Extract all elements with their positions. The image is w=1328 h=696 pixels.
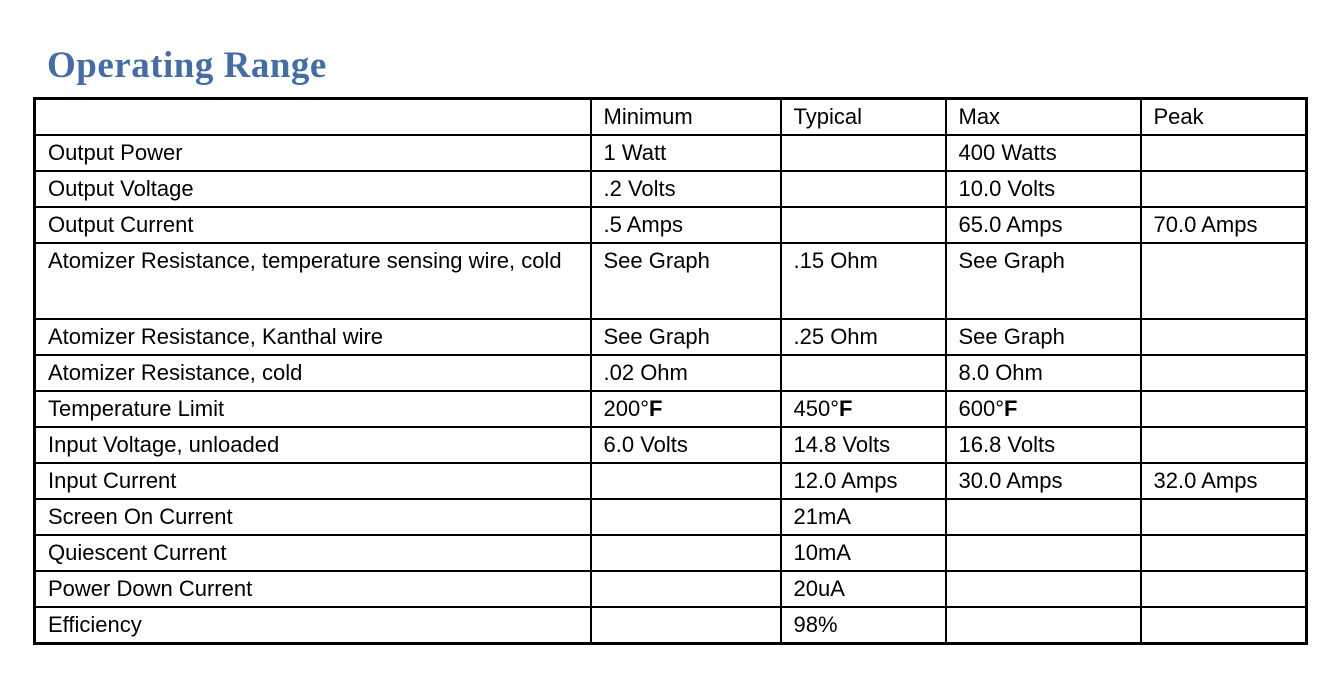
value-cell: .25 Ohm [779,318,947,356]
value-cell: 14.8 Volts [779,426,947,464]
value-unit: F [839,396,853,421]
value-cell: .02 Ohm [589,354,782,392]
column-header-minimum: Minimum [589,97,782,136]
row-label: Output Power [33,134,592,172]
value-cell [944,498,1142,536]
value-cell [1139,606,1308,645]
value-cell [779,134,947,172]
value-cell: 450°F [779,390,947,428]
row-label: Quiescent Current [33,534,592,572]
value-cell [589,534,782,572]
value-cell [944,534,1142,572]
table-row: Output Power 1 Watt 400 Watts [33,134,1308,172]
table-row: Output Voltage .2 Volts 10.0 Volts [33,170,1308,208]
table-row: Input Current 12.0 Amps 30.0 Amps 32.0 Amps [33,462,1308,500]
row-label: Atomizer Resistance, cold [33,354,592,392]
value-cell: 10.0 Volts [944,170,1142,208]
table-row: Input Voltage, unloaded 6.0 Volts 14.8 Vol… [33,426,1308,464]
value-cell [1139,498,1308,536]
column-header-empty [33,97,592,136]
value-text: 200° [603,396,650,421]
row-label: Atomizer Resistance, Kanthal wire [33,318,592,356]
value-cell: 200°F [589,390,782,428]
value-cell [779,354,947,392]
row-label: Screen On Current [33,498,592,536]
value-cell: .15 Ohm [779,242,947,320]
row-label: Power Down Current [33,570,592,608]
value-cell: 12.0 Amps [779,462,947,500]
table-row: Quiescent Current 10mA [33,534,1308,572]
value-cell: 70.0 Amps [1139,206,1308,244]
value-cell [1139,354,1308,392]
column-header-max: Max [944,97,1142,136]
value-text: 450° [793,396,840,421]
value-cell: 16.8 Volts [944,426,1142,464]
row-label: Temperature Limit [33,390,592,428]
value-cell: See Graph [589,318,782,356]
table-row: Atomizer Resistance, temperature sensing… [33,242,1308,320]
value-cell: See Graph [944,242,1142,320]
table-header-row: Minimum Typical Max Peak [33,97,1308,136]
table-row: Screen On Current 21mA [33,498,1308,536]
value-unit: F [1004,396,1018,421]
row-label: Input Current [33,462,592,500]
operating-range-table: Minimum Typical Max Peak Output Power 1 Watt… [33,97,1308,645]
value-cell: 8.0 Ohm [944,354,1142,392]
value-cell [1139,534,1308,572]
value-cell: 32.0 Amps [1139,462,1308,500]
value-cell: 20uA [779,570,947,608]
value-cell: 98% [779,606,947,645]
table-row: Output Current .5 Amps 65.0 Amps 70.0 Amps [33,206,1308,244]
value-unit: F [649,396,663,421]
column-header-peak: Peak [1139,97,1308,136]
value-cell [779,170,947,208]
value-cell [589,606,782,645]
value-cell [944,570,1142,608]
row-label: Output Current [33,206,592,244]
value-cell: See Graph [589,242,782,320]
value-cell: 400 Watts [944,134,1142,172]
page-title: Operating Range [47,45,327,86]
value-cell [779,206,947,244]
table-row: Atomizer Resistance, Kanthal wire See Gra… [33,318,1308,356]
value-cell [1139,318,1308,356]
value-cell: 21mA [779,498,947,536]
value-cell [944,606,1142,645]
value-cell: 6.0 Volts [589,426,782,464]
value-cell [1139,242,1308,320]
value-cell [1139,134,1308,172]
value-cell: 65.0 Amps [944,206,1142,244]
table-row: Atomizer Resistance, cold .02 Ohm 8.0 Ohm [33,354,1308,392]
value-cell [589,570,782,608]
row-label: Input Voltage, unloaded [33,426,592,464]
value-cell: 30.0 Amps [944,462,1142,500]
value-cell: 10mA [779,534,947,572]
row-label: Atomizer Resistance, temperature sensing… [33,242,592,320]
row-label: Output Voltage [33,170,592,208]
value-text: 600° [958,396,1005,421]
value-cell [1139,170,1308,208]
value-cell [589,498,782,536]
table-row: Efficiency 98% [33,606,1308,645]
row-label: Efficiency [33,606,592,645]
value-cell [1139,390,1308,428]
value-cell: .2 Volts [589,170,782,208]
value-cell [1139,570,1308,608]
value-cell: 600°F [944,390,1142,428]
value-cell [1139,426,1308,464]
value-cell: 1 Watt [589,134,782,172]
value-cell [589,462,782,500]
value-cell: See Graph [944,318,1142,356]
table-row: Temperature Limit 200°F 450°F 600°F [33,390,1308,428]
column-header-typical: Typical [779,97,947,136]
table-row: Power Down Current 20uA [33,570,1308,608]
value-cell: .5 Amps [589,206,782,244]
